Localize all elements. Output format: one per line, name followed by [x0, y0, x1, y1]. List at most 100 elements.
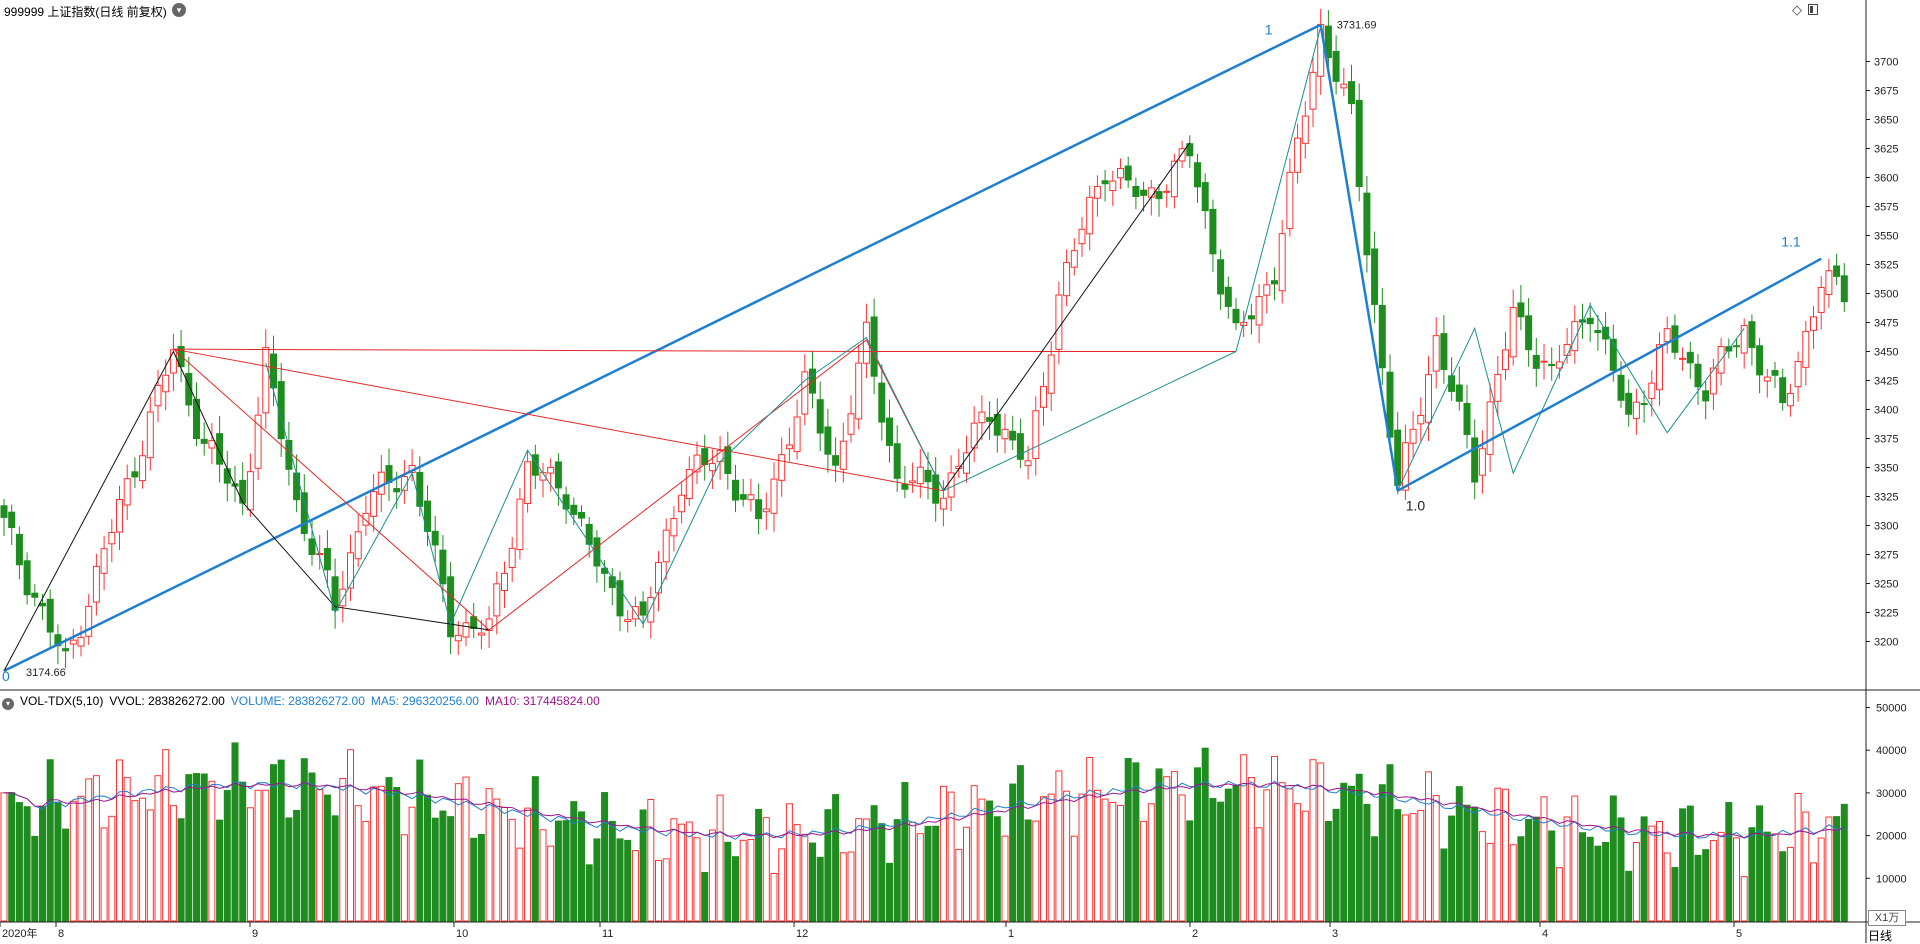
volume-bar — [1086, 756, 1094, 922]
volume-bar — [832, 794, 840, 922]
candle-body — [947, 472, 955, 498]
candle-body — [886, 417, 893, 446]
candle-body — [1340, 83, 1348, 89]
volume-bar — [1394, 809, 1402, 922]
volume-bar — [1417, 809, 1425, 922]
price-tick-label: 3525 — [1874, 260, 1898, 272]
volume-bar — [1009, 783, 1017, 922]
volume-bar — [1833, 816, 1841, 922]
volume-bar — [1301, 810, 1309, 922]
candle-body — [893, 443, 901, 479]
volume-bar — [285, 817, 293, 922]
volume-bar — [1432, 795, 1440, 922]
volume-tick-label: 40000 — [1876, 745, 1907, 757]
candle-body — [562, 494, 570, 510]
candle-body — [1147, 187, 1155, 198]
volume-bar — [254, 789, 262, 922]
volume-bar — [1810, 862, 1817, 922]
candle-body — [1625, 392, 1633, 415]
candle-body — [1086, 196, 1094, 235]
candle-body — [1786, 392, 1794, 407]
candle-body — [100, 548, 108, 574]
volume-bar — [1093, 789, 1101, 922]
volume-bar — [1240, 754, 1248, 922]
candle-body — [1201, 182, 1209, 212]
volume-bar — [1609, 795, 1617, 922]
volume-bar — [400, 834, 408, 922]
volume-bar — [177, 818, 185, 922]
volume-bar — [1124, 758, 1132, 922]
candle-body — [1063, 261, 1071, 297]
volume-indicator-name[interactable]: VOL-TDX(5,10) — [20, 694, 104, 708]
candle-body — [1748, 321, 1756, 348]
wave-line-teal — [1397, 304, 1745, 491]
volume-bar — [601, 792, 609, 922]
candle-body — [1594, 329, 1602, 334]
price-tick-label: 3300 — [1874, 521, 1898, 533]
volume-bar — [870, 805, 878, 922]
volume-bar — [1263, 789, 1271, 922]
volume-bar — [1525, 818, 1533, 922]
volume-bar — [785, 803, 793, 922]
date-tick-label: 2 — [1192, 928, 1198, 940]
volume-bar — [1579, 832, 1586, 922]
ma10-line — [3, 781, 1845, 839]
candle-body — [1571, 321, 1579, 352]
volume-bar — [85, 778, 93, 922]
volume-bar — [223, 790, 231, 922]
candle-body — [624, 619, 632, 622]
candle-body — [1440, 333, 1448, 370]
chevron-down-icon[interactable]: ▾ — [2, 698, 14, 710]
volume-bar — [1378, 784, 1386, 922]
candle-body — [762, 508, 770, 513]
diamond-icon[interactable]: ◇ — [1792, 2, 1802, 17]
volume-bar — [747, 838, 755, 922]
volume-bar — [778, 848, 786, 922]
candle-body — [1656, 344, 1663, 391]
volume-bar — [262, 789, 270, 922]
candle-body — [1132, 185, 1140, 197]
volume-bar — [1794, 793, 1802, 922]
volume-bar — [1186, 820, 1194, 922]
candle-body — [655, 562, 662, 594]
candle-body — [1040, 385, 1047, 408]
panel-toggle-icon[interactable] — [1808, 4, 1818, 15]
candle-body — [824, 426, 832, 455]
volume-bar — [1840, 803, 1848, 922]
candle-body — [362, 512, 370, 526]
candle-body — [554, 461, 562, 489]
candle-body — [131, 471, 139, 478]
date-tick-label: 9 — [252, 928, 258, 940]
volume-bar — [1070, 835, 1078, 922]
volume-bar — [193, 773, 200, 922]
candle-body — [1124, 165, 1132, 181]
candle-body — [847, 413, 855, 435]
period-label[interactable]: 日线 — [1868, 929, 1893, 943]
candle-body — [270, 353, 277, 389]
candle-body — [1178, 148, 1186, 162]
volume-bar — [139, 797, 147, 922]
candle-body — [1016, 433, 1024, 460]
candle-body — [277, 381, 285, 440]
volume-bar — [886, 862, 893, 922]
candle-body — [1024, 460, 1032, 467]
volume-bar — [939, 785, 947, 922]
date-tick-label: 5 — [1736, 928, 1742, 940]
volume-bar — [1286, 788, 1294, 922]
volume-tick-label: 50000 — [1876, 703, 1907, 715]
volume-bar — [524, 807, 532, 922]
volume-bar — [993, 816, 1001, 922]
candle-body — [1417, 414, 1425, 425]
candle-body — [331, 576, 339, 611]
candle-body — [354, 531, 362, 560]
date-tick-label: 2020年 — [2, 926, 37, 940]
candle-body — [77, 636, 85, 647]
volume-bar — [470, 837, 478, 922]
volume-bar — [1340, 782, 1348, 922]
volume-bar — [1063, 790, 1071, 922]
volume-bar — [1494, 787, 1502, 922]
chevron-down-icon[interactable]: ▾ — [172, 3, 186, 17]
candle-body — [400, 476, 408, 491]
candle-body — [1348, 81, 1355, 105]
